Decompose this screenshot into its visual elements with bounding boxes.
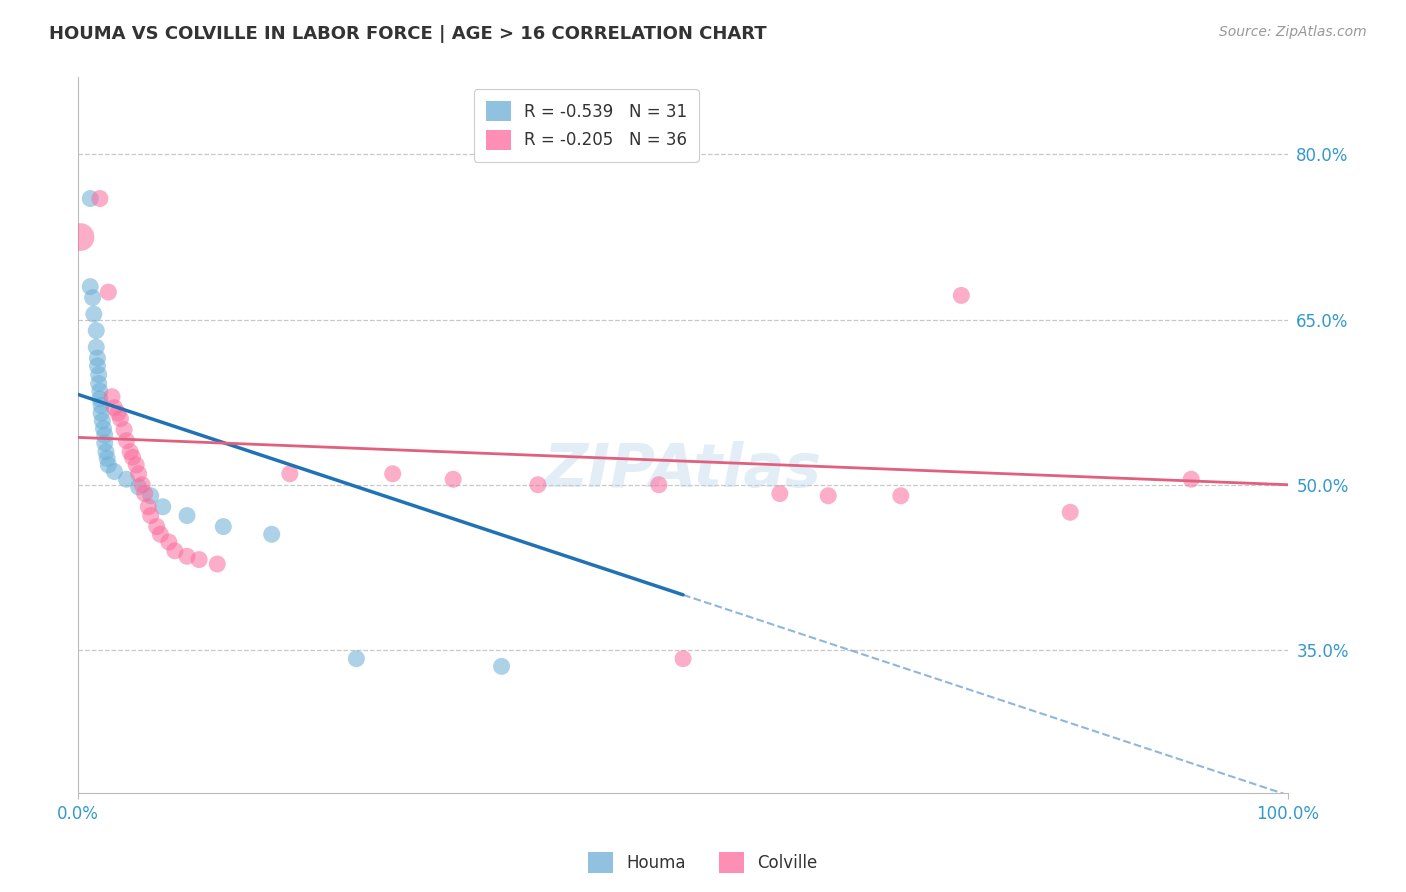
Point <box>84 340 107 354</box>
Point <box>90 399 112 413</box>
Point <box>93 428 115 442</box>
Point <box>212 519 235 533</box>
Point <box>112 423 135 437</box>
Point <box>120 444 142 458</box>
Point <box>87 368 110 382</box>
Point <box>90 406 112 420</box>
Point <box>115 472 138 486</box>
Point <box>84 324 107 338</box>
Point <box>96 451 118 466</box>
Text: HOUMA VS COLVILLE IN LABOR FORCE | AGE > 16 CORRELATION CHART: HOUMA VS COLVILLE IN LABOR FORCE | AGE >… <box>49 25 766 43</box>
Point <box>344 651 367 665</box>
Point <box>128 467 150 481</box>
Point <box>94 444 117 458</box>
Point <box>87 376 110 391</box>
Point <box>91 414 114 428</box>
Point <box>107 406 129 420</box>
Point <box>672 651 695 665</box>
Point <box>769 486 792 500</box>
Point <box>89 392 111 406</box>
Point <box>97 285 120 299</box>
Point <box>93 421 115 435</box>
Point <box>278 467 301 481</box>
Legend: R = -0.539   N = 31, R = -0.205   N = 36: R = -0.539 N = 31, R = -0.205 N = 36 <box>474 89 699 161</box>
Point <box>136 500 159 514</box>
Point <box>86 359 108 373</box>
Point <box>950 288 973 302</box>
Point <box>131 477 153 491</box>
Point <box>381 467 404 481</box>
Point <box>491 659 513 673</box>
Point <box>82 291 104 305</box>
Point <box>79 279 101 293</box>
Point <box>441 472 464 486</box>
Point <box>93 436 115 450</box>
Point <box>207 557 229 571</box>
Point <box>817 489 839 503</box>
Point <box>115 434 138 448</box>
Point <box>163 543 186 558</box>
Point <box>527 477 550 491</box>
Point <box>79 192 101 206</box>
Point <box>152 500 174 514</box>
Text: ZIPAtlas: ZIPAtlas <box>544 442 823 500</box>
Point <box>125 458 148 472</box>
Point <box>890 489 912 503</box>
Point <box>139 489 162 503</box>
Point <box>89 192 111 206</box>
Point <box>188 552 211 566</box>
Text: Source: ZipAtlas.com: Source: ZipAtlas.com <box>1219 25 1367 39</box>
Point <box>83 307 105 321</box>
Point <box>103 401 125 415</box>
Point <box>176 549 198 564</box>
Point <box>1059 505 1081 519</box>
Point <box>648 477 671 491</box>
Point <box>128 480 150 494</box>
Point <box>86 351 108 366</box>
Point <box>145 519 167 533</box>
Point <box>176 508 198 523</box>
Point <box>69 230 91 244</box>
Point <box>110 411 132 425</box>
Point <box>1180 472 1202 486</box>
Legend: Houma, Colville: Houma, Colville <box>582 846 824 880</box>
Point <box>139 508 162 523</box>
Point <box>101 390 124 404</box>
Point <box>97 458 120 472</box>
Point <box>121 450 143 465</box>
Point <box>134 486 156 500</box>
Point <box>103 465 125 479</box>
Point <box>149 527 172 541</box>
Point <box>157 535 180 549</box>
Point <box>260 527 283 541</box>
Point <box>89 384 111 399</box>
